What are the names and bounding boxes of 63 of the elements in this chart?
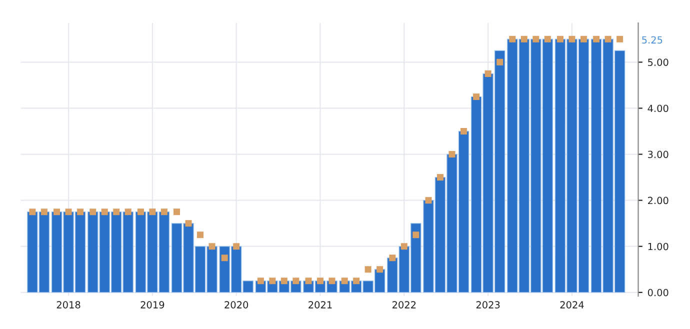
point: [509, 36, 516, 42]
point: [292, 278, 300, 284]
point: [257, 278, 264, 284]
point: [353, 278, 360, 284]
text: 5.25: [642, 36, 662, 44]
point: [496, 58, 504, 66]
point: [233, 243, 240, 250]
point: [221, 254, 228, 262]
y-tick-label: 5.00: [648, 58, 668, 66]
point: [593, 36, 600, 42]
point: [436, 174, 444, 181]
point: [124, 208, 132, 216]
point: [174, 208, 180, 216]
point: [484, 70, 492, 77]
x-tick-label: 2022: [392, 301, 416, 308]
point: [532, 36, 540, 42]
point: [568, 36, 576, 42]
point: [269, 278, 276, 284]
y-tick-label: 3.00: [648, 150, 668, 158]
point: [425, 197, 432, 204]
point: [185, 220, 192, 227]
x-tick-label: 2019: [140, 301, 164, 308]
x-tick-label: 2023: [476, 301, 500, 308]
x-tick-label: 2020: [224, 301, 248, 308]
point: [376, 266, 384, 273]
point: [208, 243, 216, 250]
point: [604, 36, 612, 42]
point: [197, 232, 204, 238]
point: [544, 36, 551, 42]
point: [113, 208, 120, 216]
point: [77, 208, 84, 216]
point: [160, 208, 168, 216]
point: [460, 128, 467, 134]
point: [389, 254, 396, 262]
point: [556, 36, 564, 42]
x-tick-label: 2021: [308, 301, 332, 308]
y-tick-label: 2.00: [648, 196, 668, 204]
point: [412, 232, 420, 238]
point: [328, 278, 336, 284]
point: [137, 208, 144, 216]
point: [520, 36, 528, 42]
point: [101, 208, 108, 216]
point: [90, 208, 96, 216]
point: [54, 208, 60, 216]
point: [280, 278, 288, 284]
y-tick-label: 1.00: [648, 242, 668, 250]
point: [149, 208, 156, 216]
y-tick-label: 4.00: [648, 104, 668, 112]
point: [448, 151, 456, 158]
point: [364, 266, 372, 273]
point: [400, 243, 408, 250]
point: [316, 278, 324, 284]
x-tick-label: 2024: [560, 301, 584, 308]
point: [29, 208, 36, 216]
point: [473, 93, 480, 100]
point: [341, 278, 348, 284]
y-tick-label: 0.00: [648, 288, 668, 296]
point: [65, 208, 72, 216]
point: [580, 36, 587, 42]
point: [616, 36, 624, 42]
point: [305, 278, 312, 284]
x-tick-label: 2018: [56, 301, 80, 308]
point: [40, 208, 48, 216]
